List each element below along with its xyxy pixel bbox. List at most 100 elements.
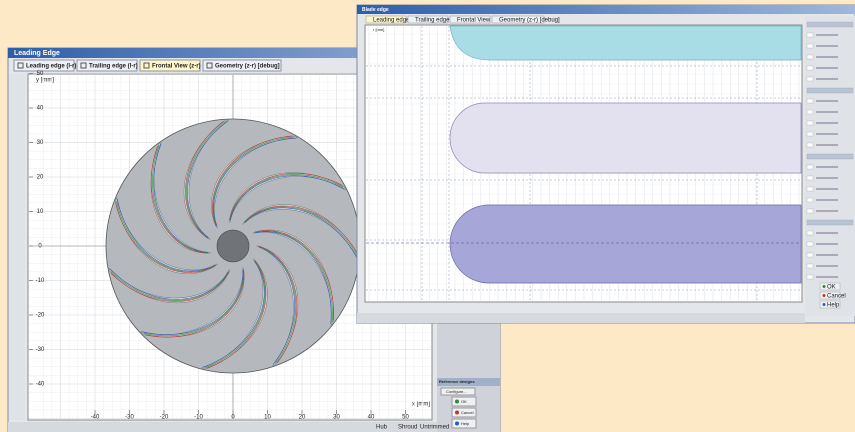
y-tick-label: -20 — [36, 313, 45, 319]
button-label: Help — [461, 421, 470, 426]
blade-line — [115, 202, 216, 273]
option-row — [806, 120, 814, 126]
tab-icon — [206, 62, 213, 69]
tab-label: Leading edge (l-r) — [373, 17, 420, 23]
option-row — [806, 186, 814, 192]
button-label: OK — [461, 399, 467, 404]
toolbar — [9, 74, 25, 420]
tab[interactable] — [202, 59, 282, 72]
option-row — [806, 109, 814, 115]
x-tick-label: -40 — [91, 415, 100, 421]
blade-line — [153, 143, 208, 253]
blade-line — [244, 206, 358, 257]
tab[interactable] — [449, 15, 491, 24]
option-text — [816, 78, 838, 80]
y-tick-label: 20 — [37, 175, 44, 181]
panel-header — [806, 219, 854, 226]
panel-header — [806, 153, 854, 160]
blade-line — [212, 136, 295, 227]
tab[interactable] — [139, 59, 201, 72]
tab-icon — [143, 62, 150, 69]
tab[interactable] — [491, 15, 545, 24]
blade-line — [141, 270, 244, 335]
blade-line — [152, 144, 208, 254]
y-tick-label: -40 — [36, 382, 45, 388]
panel-title: Reference designs — [439, 379, 475, 384]
status-item: Shroud — [398, 425, 417, 431]
blade-line — [244, 207, 358, 259]
option-text — [816, 232, 838, 234]
option-row — [806, 175, 814, 181]
x-tick-label: -30 — [125, 415, 134, 421]
y-tick-label: 0 — [38, 244, 42, 250]
blade-line — [258, 246, 297, 364]
blade-line — [229, 173, 343, 221]
blade-line — [258, 246, 296, 365]
blade-line — [186, 120, 226, 239]
option-row — [806, 230, 814, 236]
x-tick-label: 50 — [402, 415, 409, 421]
y-axis-label: r [mm] — [373, 27, 384, 32]
x-tick-label: -20 — [160, 415, 169, 421]
y-tick-label: 50 — [37, 71, 44, 77]
status-item: Hub — [376, 425, 388, 431]
blade-section — [449, 204, 802, 284]
blade — [115, 197, 218, 274]
x-tick-label: 30 — [333, 415, 340, 421]
button[interactable] — [451, 407, 477, 418]
option-text — [816, 67, 838, 69]
tab[interactable] — [407, 15, 449, 24]
status-bar — [8, 422, 438, 432]
button[interactable] — [451, 396, 477, 407]
option-text — [816, 210, 838, 212]
option-text — [816, 45, 838, 47]
option-row — [806, 241, 814, 247]
button[interactable] — [819, 291, 841, 300]
option-text — [816, 276, 838, 278]
button-icon — [455, 421, 459, 426]
front-window: Blade edge r [mm] Leading edge (l-r)Trai… — [356, 4, 855, 324]
option-row — [806, 76, 814, 82]
option-text — [816, 133, 838, 135]
option-text — [816, 188, 838, 190]
option-row — [806, 131, 814, 137]
option-text — [816, 111, 838, 113]
button[interactable] — [819, 282, 841, 291]
hub — [216, 229, 250, 263]
x-tick-label: 0 — [231, 415, 235, 421]
option-row — [806, 252, 814, 258]
tab[interactable] — [365, 15, 407, 24]
panel-header — [806, 87, 854, 94]
window-title: Leading Edge — [14, 50, 60, 57]
y-tick-label: 30 — [37, 140, 44, 146]
blade-line — [185, 121, 224, 239]
option-text — [816, 144, 838, 146]
tab-label: Frontal View (z-r) — [152, 64, 201, 70]
blade-line — [229, 174, 344, 221]
option-text — [816, 177, 838, 179]
x-axis-label: x [mm] — [412, 402, 430, 408]
y-tick-label: 40 — [37, 106, 44, 112]
option-row — [806, 32, 814, 38]
button[interactable] — [819, 300, 841, 309]
blade-line — [254, 230, 334, 321]
blade-line — [212, 135, 293, 227]
title-bar — [357, 5, 855, 14]
blade-line — [187, 120, 228, 238]
panel-header — [806, 21, 854, 28]
status-item: Untrimmed — [420, 425, 449, 431]
button[interactable] — [451, 418, 477, 429]
blade-line — [243, 205, 358, 255]
window-title: Blade edge — [362, 7, 389, 13]
option-text — [816, 254, 838, 256]
tab-label: Trailing edge (l-r) — [89, 64, 138, 70]
tab[interactable] — [76, 59, 138, 72]
option-row — [806, 98, 814, 104]
button-icon — [455, 410, 459, 415]
blade-section — [449, 25, 802, 61]
blade-line — [213, 137, 297, 226]
blade-line — [204, 260, 266, 369]
title-bar — [8, 48, 500, 58]
tab[interactable] — [13, 59, 75, 72]
configure-button[interactable] — [440, 387, 476, 396]
